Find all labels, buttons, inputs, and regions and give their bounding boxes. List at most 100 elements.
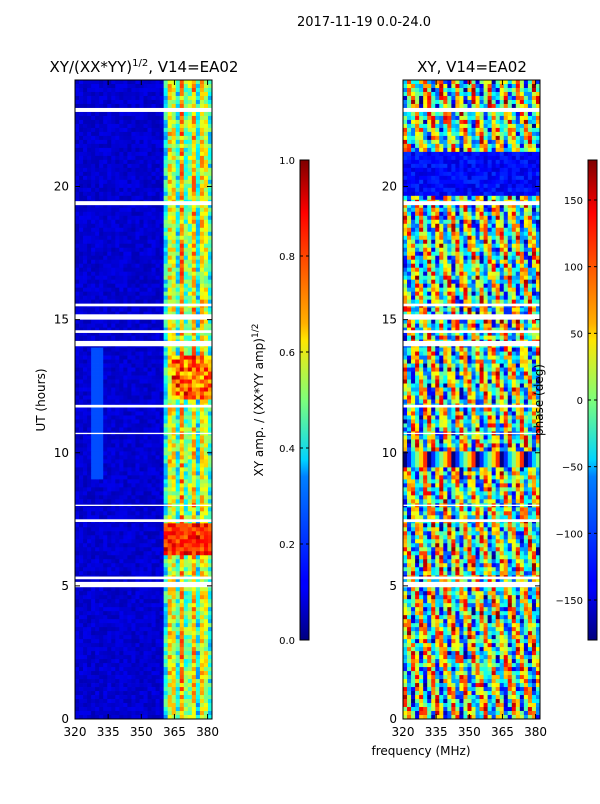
heatmap-cell — [107, 659, 112, 664]
heatmap-cell — [179, 459, 185, 464]
heatmap-cell — [167, 567, 173, 572]
heatmap-cell — [203, 103, 209, 109]
heatmap-cell — [143, 219, 148, 225]
heatmap-cell — [119, 535, 124, 540]
heatmap-cell — [131, 619, 136, 624]
heatmap-cell — [175, 291, 181, 297]
heatmap-cell — [207, 155, 212, 161]
heatmap-cell — [203, 627, 209, 632]
heatmap-cell — [107, 299, 112, 305]
heatmap-cell — [175, 659, 181, 664]
heatmap-cell — [135, 271, 140, 277]
heatmap-cell — [159, 523, 165, 528]
heatmap-cell — [135, 80, 140, 85]
heatmap-cell — [139, 411, 144, 416]
heatmap-cell — [167, 115, 173, 121]
heatmap-cell — [123, 143, 128, 149]
heatmap-cell — [83, 523, 88, 528]
heatmap-cell — [199, 80, 205, 85]
heatmap-cell — [99, 655, 104, 660]
heatmap-cell — [195, 623, 201, 628]
heatmap-cell — [135, 443, 140, 448]
heatmap-cell — [191, 391, 197, 396]
heatmap-cell — [195, 255, 201, 261]
heatmap-cell — [91, 527, 96, 532]
heatmap-cell — [119, 491, 124, 496]
heatmap-cell — [167, 495, 173, 500]
heatmap-cell — [115, 147, 120, 153]
heatmap-cell — [131, 335, 136, 340]
heatmap-cell — [151, 459, 156, 464]
heatmap-cell — [115, 359, 120, 364]
heatmap-cell — [127, 159, 132, 165]
heatmap-cell — [167, 167, 173, 173]
heatmap-cell — [107, 255, 112, 261]
heatmap-cell — [99, 215, 104, 221]
heatmap-cell — [83, 271, 88, 277]
heatmap-cell — [187, 475, 193, 480]
heatmap-cell — [199, 591, 205, 596]
heatmap-cell — [191, 91, 197, 97]
heatmap-cell — [147, 659, 152, 664]
heatmap-cell — [203, 279, 209, 285]
heatmap-cell — [99, 207, 104, 213]
heatmap-cell — [143, 87, 148, 93]
heatmap-cell — [159, 595, 165, 600]
heatmap-cell — [179, 363, 185, 368]
heatmap-cell — [119, 255, 124, 261]
heatmap-cell — [207, 419, 212, 424]
heatmap-cell — [91, 451, 96, 456]
heatmap-cell — [203, 523, 209, 528]
heatmap-cell — [119, 531, 124, 536]
heatmap-cell — [111, 395, 116, 400]
heatmap-cell — [199, 347, 205, 352]
heatmap-cell — [151, 635, 156, 640]
heatmap-cell — [99, 355, 104, 360]
heatmap-cell — [127, 251, 132, 257]
heatmap-cell — [163, 475, 169, 480]
heatmap-cell — [75, 487, 80, 492]
heatmap-cell — [159, 391, 165, 396]
heatmap-cell — [139, 167, 144, 173]
heatmap-cell — [179, 183, 185, 189]
heatmap-cell — [107, 147, 112, 153]
heatmap-cell — [147, 275, 152, 281]
heatmap-cell — [175, 527, 181, 532]
heatmap-cell — [163, 207, 169, 213]
heatmap-cell — [147, 227, 152, 233]
heatmap-cell — [167, 619, 173, 624]
heatmap-cell — [199, 183, 205, 189]
heatmap-cell — [99, 383, 104, 388]
heatmap-cell — [171, 659, 177, 664]
heatmap-cell — [143, 379, 148, 384]
heatmap-cell — [139, 619, 144, 624]
heatmap-cell — [147, 347, 152, 352]
heatmap-cell — [171, 459, 177, 464]
heatmap-cell — [183, 111, 189, 117]
heatmap-cell — [155, 419, 161, 424]
heatmap-cell — [179, 195, 185, 201]
heatmap-cell — [183, 491, 189, 496]
heatmap-cell — [191, 207, 197, 213]
heatmap-cell — [159, 639, 165, 644]
heatmap-cell — [123, 163, 128, 169]
heatmap-cell — [123, 187, 128, 193]
heatmap-cell — [167, 479, 173, 484]
heatmap-cell — [159, 255, 165, 261]
heatmap-cell — [203, 127, 209, 133]
heatmap-cell — [187, 247, 193, 253]
heatmap-cell — [127, 463, 132, 468]
heatmap-cell — [135, 643, 140, 648]
heatmap-cell — [171, 603, 177, 608]
heatmap-cell — [119, 239, 124, 245]
heatmap-cell — [175, 535, 181, 540]
heatmap-cell — [131, 463, 136, 468]
heatmap-cell — [111, 247, 116, 253]
heatmap-cell — [163, 487, 169, 492]
heatmap-cell — [135, 287, 140, 293]
heatmap-cell — [159, 467, 165, 472]
heatmap-cell — [155, 443, 161, 448]
heatmap-cell — [151, 211, 156, 217]
heatmap-cell — [87, 591, 92, 596]
heatmap-cell — [135, 95, 140, 101]
